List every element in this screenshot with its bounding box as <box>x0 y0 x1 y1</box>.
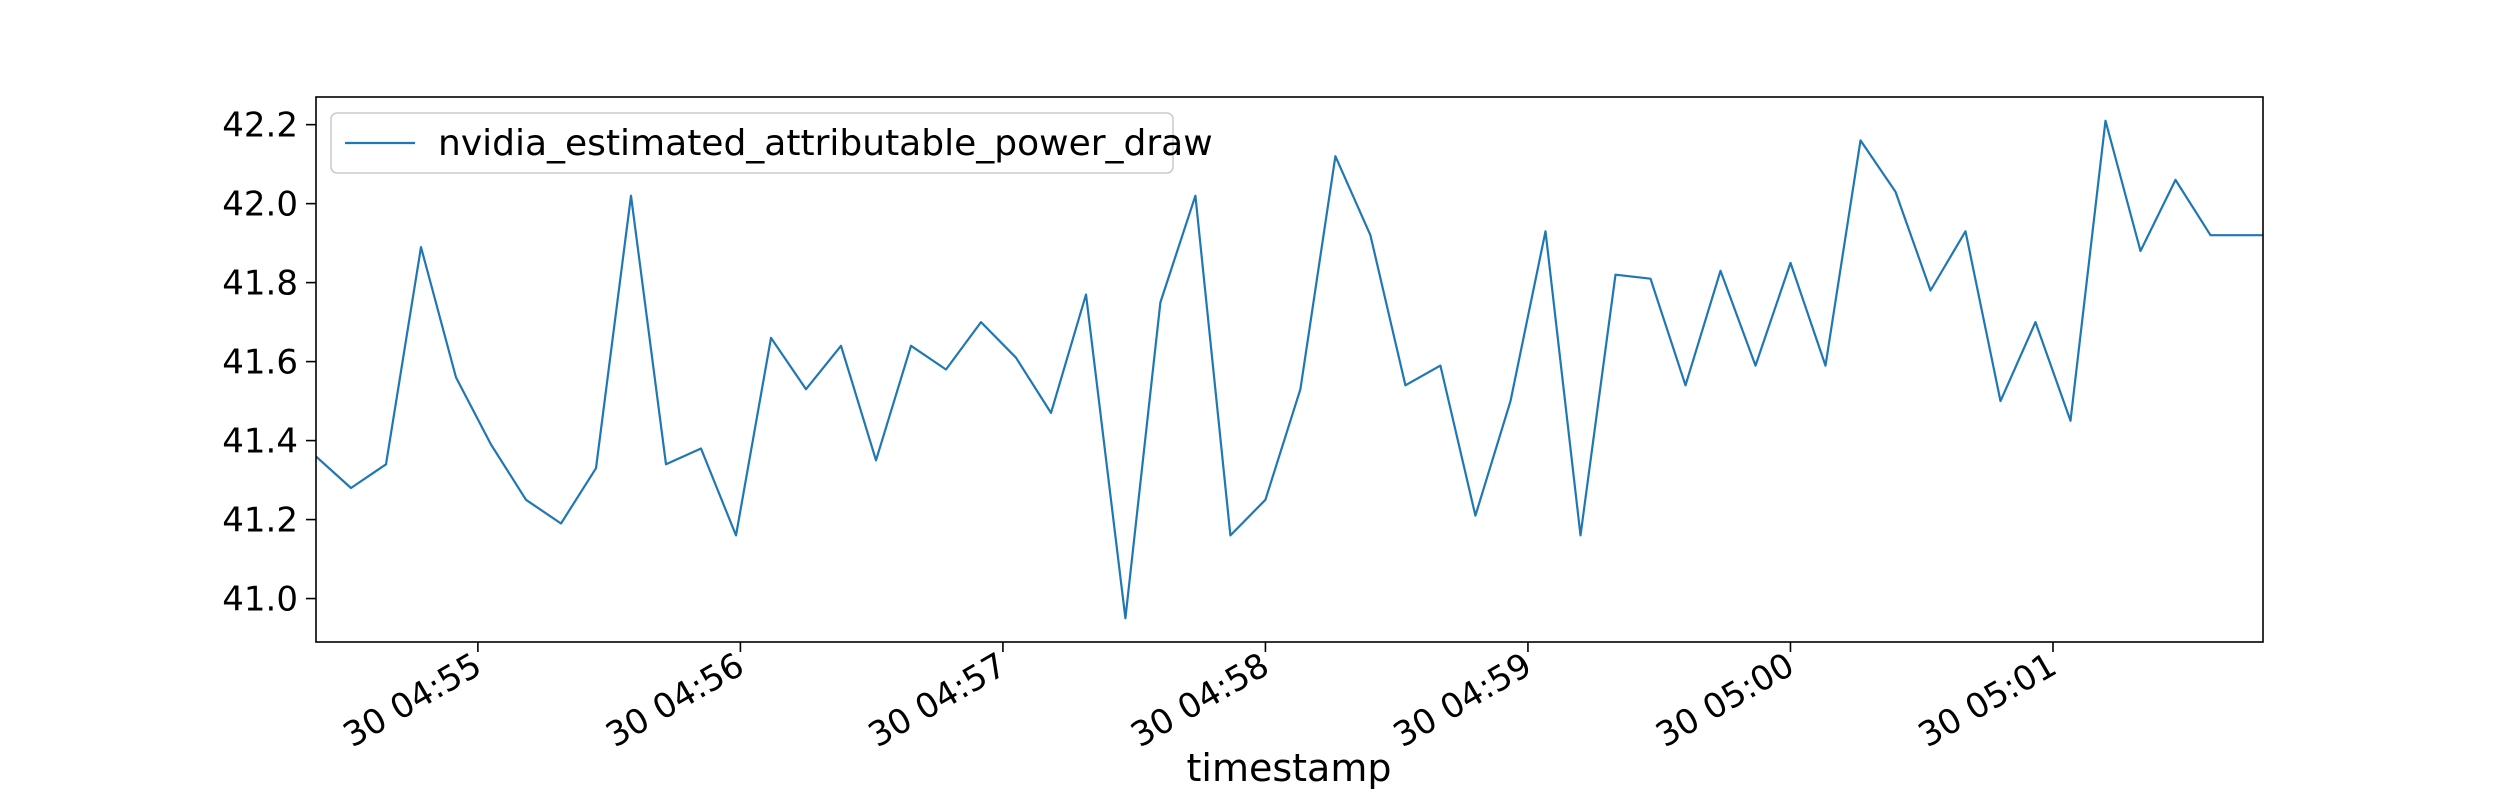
x-tick-label: 30 04:58 <box>1124 645 1276 756</box>
x-tick-label: 30 04:57 <box>862 645 1014 756</box>
y-tick-label: 41.0 <box>222 580 298 620</box>
y-tick-label: 41.2 <box>222 501 298 541</box>
series-line <box>315 119 2263 620</box>
y-axis: 41.0 41.2 41.4 41.6 41.8 42.0 42.2 <box>222 106 316 620</box>
series-layer <box>315 119 2263 620</box>
x-axis: 30 04:55 30 04:56 30 04:57 30 04:58 30 04:59… <box>337 642 2064 756</box>
plot-frame <box>315 96 2264 643</box>
legend-label: nvidia_estimated_attributable_power_draw <box>438 123 1213 164</box>
x-tick-label: 30 05:01 <box>1912 645 2064 756</box>
x-tick-label: 30 04:59 <box>1387 645 1539 756</box>
legend-box <box>330 112 1174 174</box>
legend: nvidia_estimated_attributable_power_draw <box>330 112 1213 174</box>
x-tick-label: 30 04:56 <box>599 645 751 756</box>
y-tick-label: 42.2 <box>222 106 298 146</box>
y-tick-label: 41.6 <box>222 343 298 383</box>
y-tick-label: 42.0 <box>222 185 298 225</box>
x-tick-label: 30 05:00 <box>1649 645 1801 756</box>
y-tick-label: 41.8 <box>222 264 298 304</box>
y-tick-label: 41.4 <box>222 422 298 462</box>
x-axis-title: timestamp <box>1187 746 1392 790</box>
plot-area <box>316 97 2263 642</box>
x-tick-label: 30 04:55 <box>337 645 489 756</box>
